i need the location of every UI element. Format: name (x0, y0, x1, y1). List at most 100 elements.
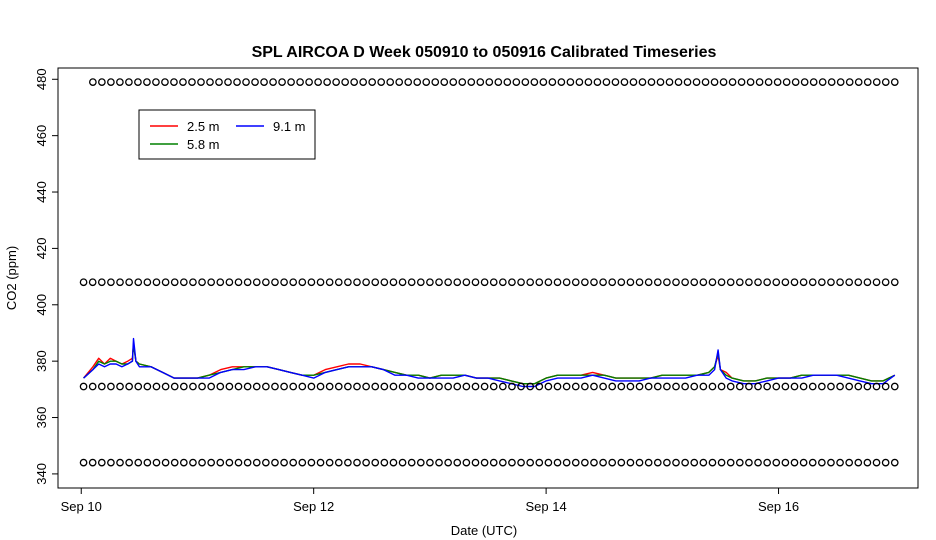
data-point (681, 458, 689, 467)
data-point (535, 458, 544, 467)
data-point (413, 78, 422, 86)
data-point (626, 382, 635, 391)
data-point (872, 78, 881, 86)
data-point (562, 458, 571, 467)
data-point (89, 78, 97, 86)
data-point (644, 382, 653, 391)
data-point (535, 278, 544, 287)
legend-box (138, 109, 316, 160)
data-point (125, 78, 133, 86)
data-point (653, 458, 662, 467)
data-point (134, 78, 142, 86)
data-point (845, 382, 854, 391)
data-point (389, 382, 398, 391)
data-point (817, 382, 826, 391)
data-point (508, 382, 516, 391)
data-point (216, 458, 225, 467)
data-point (590, 382, 598, 391)
data-point (620, 78, 629, 86)
data-point (467, 78, 476, 86)
data-point (672, 278, 680, 287)
data-point (380, 278, 389, 287)
data-point (426, 382, 434, 391)
data-point (599, 382, 607, 391)
data-point (530, 78, 539, 86)
data-point (635, 382, 644, 391)
data-point (325, 382, 334, 391)
data-point (431, 78, 440, 86)
data-point (435, 278, 443, 287)
data-point (170, 278, 179, 287)
data-point (79, 458, 88, 467)
data-point (233, 78, 241, 86)
data-point (763, 458, 772, 467)
data-point (353, 382, 361, 391)
data-point (453, 278, 462, 287)
reference-point-row (89, 78, 899, 86)
data-point (234, 278, 243, 287)
reference-points-layer (79, 78, 899, 467)
data-point (444, 382, 452, 391)
data-point (854, 278, 863, 287)
data-point (485, 78, 494, 86)
data-point (243, 382, 252, 391)
data-point (377, 78, 386, 86)
data-point (152, 382, 161, 391)
data-point (653, 382, 662, 391)
data-point (344, 278, 352, 287)
data-point (262, 458, 270, 467)
data-point (143, 382, 152, 391)
data-point (471, 382, 480, 391)
data-point (553, 278, 562, 287)
data-point (836, 458, 844, 467)
data-point (161, 278, 170, 287)
data-point (152, 78, 160, 86)
data-point (644, 278, 653, 287)
y-tick-label: 400 (34, 294, 49, 316)
plot-area (79, 78, 899, 467)
data-point (462, 382, 471, 391)
data-point (416, 382, 425, 391)
data-point (260, 78, 268, 86)
data-point (298, 382, 307, 391)
legend-label: 2.5 m (187, 119, 220, 134)
x-tick-label: Sep 14 (526, 499, 567, 514)
chart-title: SPL AIRCOA D Week 050910 to 050916 Calib… (252, 44, 717, 61)
data-point (708, 278, 717, 287)
data-point (207, 278, 216, 287)
data-point (444, 278, 452, 287)
data-point (207, 458, 216, 467)
data-point (672, 382, 680, 391)
data-point (188, 78, 196, 86)
data-point (590, 278, 598, 287)
data-point (252, 458, 261, 467)
data-point (398, 382, 407, 391)
data-point (548, 78, 557, 86)
data-point (781, 278, 790, 287)
data-point (476, 78, 485, 86)
data-point (225, 458, 234, 467)
data-point (107, 458, 115, 467)
data-point (143, 458, 152, 467)
data-point (389, 458, 398, 467)
data-point (489, 278, 498, 287)
data-point (584, 78, 593, 86)
data-point (334, 458, 343, 467)
data-point (746, 78, 755, 86)
data-point (503, 78, 512, 86)
data-point (206, 78, 214, 86)
data-point (782, 78, 791, 86)
data-point (571, 278, 580, 287)
data-point (708, 382, 717, 391)
data-point (790, 278, 799, 287)
data-point (389, 278, 398, 287)
y-tick-label: 480 (34, 68, 49, 90)
data-point (353, 458, 361, 467)
data-point (189, 382, 197, 391)
data-point (854, 78, 863, 86)
data-point (590, 458, 598, 467)
x-tick-label: Sep 16 (758, 499, 799, 514)
data-point (480, 278, 489, 287)
data-point (416, 278, 425, 287)
data-point (681, 382, 689, 391)
